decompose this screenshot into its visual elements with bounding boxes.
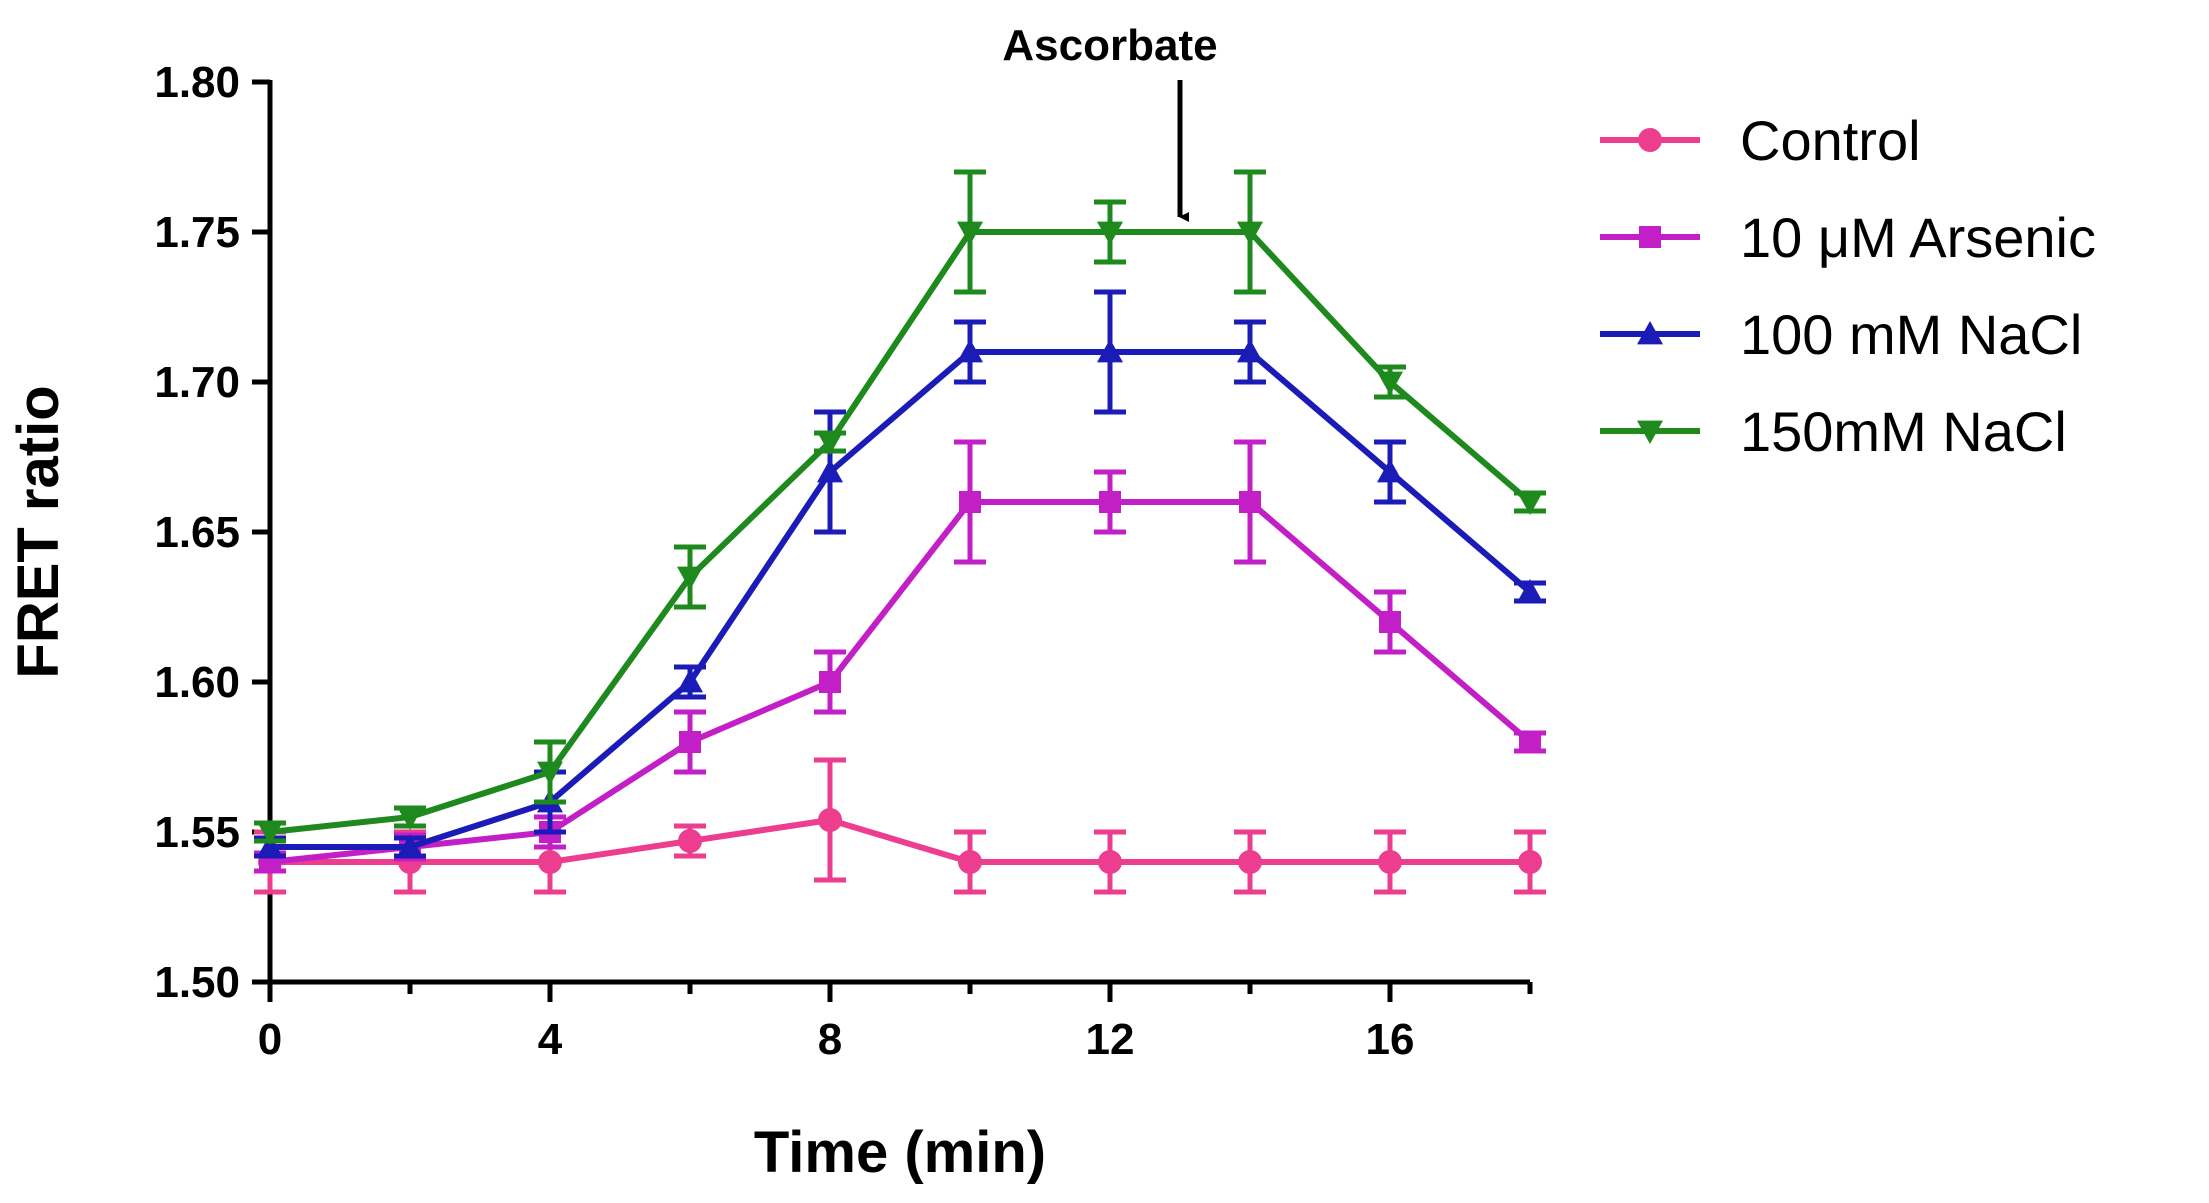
legend-label: 10 μM Arsenic [1740,206,2096,269]
series-0 [254,757,1546,895]
series-line [269,499,1532,865]
data-point [818,808,842,832]
data-point [1099,491,1121,513]
x-tick-label: 8 [818,1015,842,1064]
series-3 [254,169,1546,845]
series-1 [254,439,1546,874]
data-point [677,566,703,590]
legend-marker [1639,226,1661,248]
data-point [1237,221,1263,245]
data-point [1239,491,1261,513]
legend-label: 100 mM NaCl [1740,303,2082,366]
data-point [959,491,981,513]
series-2 [254,289,1546,859]
axes: 1.50 1.55 1.60 1.65 1.70 1.75 1.80 0 4 8 12 16 [154,58,1533,1064]
data-point [819,671,841,693]
legend-item: 150mM NaCl [1600,400,2067,463]
data-point [397,806,423,830]
data-point [1379,611,1401,633]
data-point [678,829,702,853]
series-layer [254,169,1546,895]
legend-marker [1638,128,1662,152]
legend-item: 10 μM Arsenic [1600,206,2096,269]
y-tick-label: 1.70 [154,358,240,407]
data-point [1377,371,1403,395]
x-tick-label: 0 [258,1015,282,1064]
data-point [1098,850,1122,874]
legend-label: 150mM NaCl [1740,400,2067,463]
ascorbate-annotation: Ascorbate [1002,21,1218,222]
data-point [1517,579,1543,603]
data-point [1097,339,1123,363]
data-point [677,669,703,693]
y-tick-label: 1.55 [154,808,240,857]
data-point [1518,850,1542,874]
data-point [1378,850,1402,874]
series-line [270,349,1532,850]
y-tick-label: 1.80 [154,58,240,107]
y-tick-label: 1.50 [154,958,240,1007]
x-tick-label: 16 [1366,1015,1415,1064]
data-point [1097,221,1123,245]
y-tick-label: 1.60 [154,658,240,707]
data-point [1377,459,1403,483]
data-point [257,834,283,858]
y-axis-title: FRET ratio [6,385,71,678]
legend-item: 100 mM NaCl [1600,303,2082,366]
legend-marker [1637,321,1663,345]
x-ticks: 0 4 8 12 16 [258,982,1533,1064]
y-tick-label: 1.65 [154,508,240,557]
legend-label: Control [1740,109,1921,172]
data-point [1237,339,1263,363]
legend-item: Control [1600,109,1921,172]
ascorbate-label: Ascorbate [1002,21,1217,70]
data-point [397,834,423,858]
data-point [1517,491,1543,515]
data-point [957,339,983,363]
data-point [257,821,283,845]
x-axis-title: Time (min) [754,1120,1046,1185]
data-point [538,850,562,874]
x-tick-label: 4 [538,1015,563,1064]
data-point [1519,731,1541,753]
data-point [817,431,843,455]
data-point [817,459,843,483]
series-line [269,229,1532,835]
data-point [1238,850,1262,874]
legend-marker [1637,420,1663,444]
x-tick-label: 12 [1086,1015,1135,1064]
data-point [958,850,982,874]
y-ticks: 1.50 1.55 1.60 1.65 1.70 1.75 1.80 [154,58,270,1007]
data-point [537,761,563,785]
series-line [270,817,1530,865]
data-point [679,731,701,753]
y-tick-label: 1.75 [154,208,240,257]
data-point [957,221,983,245]
legend: Control 10 μM Arsenic 100 mM NaCl 150mM NaC… [1600,109,2096,463]
